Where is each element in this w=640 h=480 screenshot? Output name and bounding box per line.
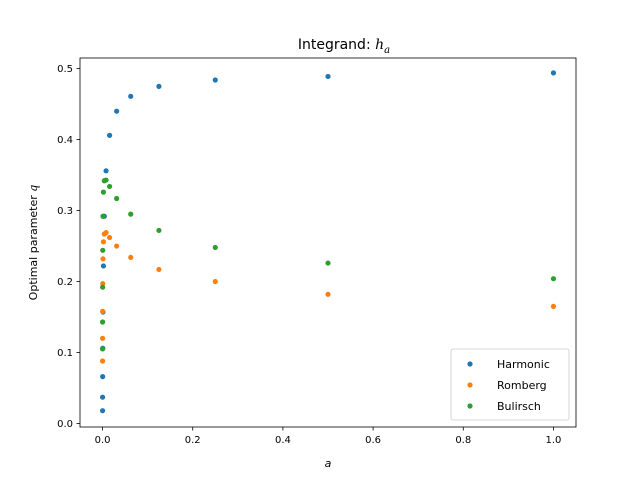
legend-marker [467,403,473,409]
data-point [99,408,106,414]
data-point [100,394,106,400]
data-point [114,243,120,249]
x-axis-label: a [325,457,332,470]
data-point [100,335,106,341]
data-point [550,303,557,309]
y-tick-label: 0.0 [57,419,73,430]
data-point [325,291,331,297]
data-point [212,278,218,285]
y-tick-label: 0.5 [57,64,73,75]
series-romberg [99,229,557,364]
y-tick-label: 0.1 [57,348,73,359]
legend-box [450,348,570,421]
data-point [106,183,113,190]
data-point [106,132,113,138]
data-point [550,70,557,76]
data-point [106,234,113,241]
data-point [100,256,106,262]
y-axis-label: Optimal parameter q [27,185,40,301]
data-point [325,73,331,80]
data-point [100,319,106,325]
data-point [114,108,120,114]
x-tick-label: 0.6 [365,435,381,446]
data-point [212,244,218,251]
plot-area: 0.0 0.2 0.4 0.6 0.8 1.0 0.0 0.1 0.2 0.3 0.4 0.5 [57,64,561,446]
y-tick-label: 0.3 [57,206,73,217]
axes-frame [79,57,577,428]
data-point [100,284,106,290]
data-point [128,93,134,99]
data-point [99,346,106,352]
legend-marker [467,361,473,367]
data-point [101,178,107,184]
data-point [325,260,331,266]
data-point [100,239,107,245]
data-point [100,263,107,269]
data-point [212,77,218,83]
chart-title: Integrand: ha [298,37,390,56]
data-point [156,227,162,234]
x-tick-label: 0.8 [455,435,471,446]
x-tick-label: 0.0 [95,435,111,446]
data-point [128,254,134,261]
data-point [100,213,106,219]
data-point [550,276,557,282]
data-point [99,358,106,364]
data-point [100,308,106,314]
data-point [156,83,162,89]
legend-label: Bulirsch [497,400,541,413]
data-point [100,189,107,195]
series-bulirsch [99,177,557,352]
legend-label: Harmonic [497,358,550,371]
x-tick-label: 0.2 [185,435,201,446]
data-point [114,195,120,202]
data-point [100,247,106,253]
data-point [101,231,107,237]
x-tick-label: 1.0 [546,435,562,446]
legend: Harmonic Romberg Bulirsch [450,348,570,421]
data-point [156,266,162,273]
x-tick-label: 0.4 [275,435,291,446]
data-point [100,374,106,380]
y-tick-label: 0.2 [57,277,73,288]
y-tick-label: 0.4 [57,135,73,146]
data-point [103,168,109,174]
data-point [128,211,134,217]
legend-label: Romberg [497,379,547,392]
legend-marker [467,382,473,388]
